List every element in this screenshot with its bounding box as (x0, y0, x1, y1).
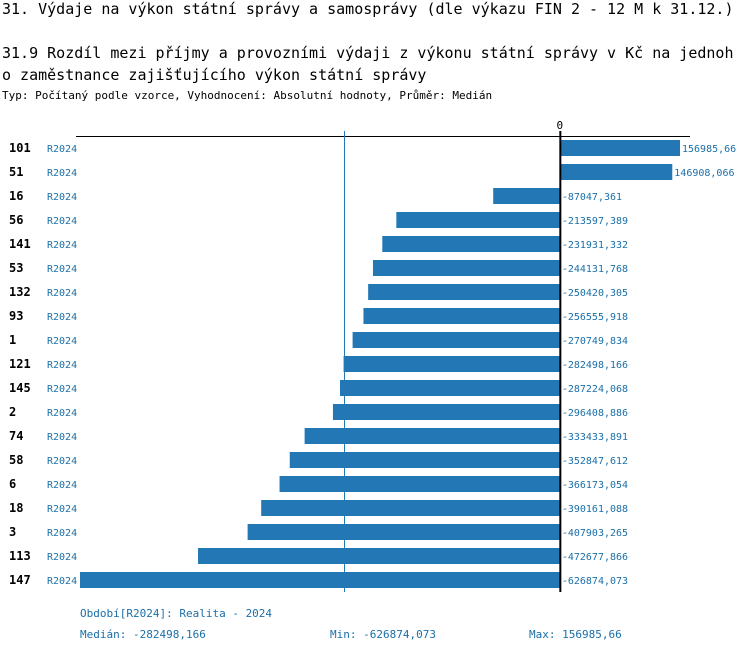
category-label: 58 (9, 453, 23, 467)
bar (339, 380, 560, 396)
category-label: 16 (9, 189, 23, 203)
category-label: 145 (9, 381, 31, 395)
value-label: -213597,389 (562, 216, 628, 227)
bar (352, 332, 560, 348)
series-label: R2024 (47, 408, 77, 419)
subtitle-line-2: o zaměstnance zajišťujícího výkon státní… (2, 66, 427, 84)
zero-tick-label: 0 (557, 119, 564, 132)
value-label: -231931,332 (562, 240, 628, 251)
category-label: 132 (9, 285, 31, 299)
footer-period: Období[R2024]: Realita - 2024 (80, 607, 273, 620)
bar (80, 572, 560, 588)
value-label: -333433,891 (562, 432, 628, 443)
bar (261, 500, 560, 516)
series-label: R2024 (47, 552, 77, 563)
bar (368, 284, 560, 300)
footer-max: Max: 156985,66 (529, 628, 622, 641)
category-label: 6 (9, 477, 16, 491)
series-label: R2024 (47, 216, 77, 227)
category-label: 147 (9, 573, 31, 587)
series-label: R2024 (47, 144, 77, 155)
bar (493, 188, 560, 204)
series-label: R2024 (47, 192, 77, 203)
bar (247, 524, 560, 540)
bar (396, 212, 560, 228)
series-label: R2024 (47, 384, 77, 395)
value-label: -352847,612 (562, 456, 628, 467)
bar (198, 548, 560, 564)
bar (559, 140, 680, 156)
value-label: -407903,265 (562, 528, 628, 539)
category-label: 1 (9, 333, 16, 347)
bar (372, 260, 560, 276)
series-label: R2024 (47, 456, 77, 467)
value-label: -250420,305 (562, 288, 628, 299)
series-label: R2024 (47, 264, 77, 275)
bar (289, 452, 560, 468)
series-label: R2024 (47, 480, 77, 491)
series-label: R2024 (47, 360, 77, 371)
category-label: 93 (9, 309, 23, 323)
category-label: 3 (9, 525, 16, 539)
bar (332, 404, 560, 420)
footer-median: Medián: -282498,166 (80, 628, 206, 641)
bar (559, 164, 673, 180)
chart-type-info: Typ: Počítaný podle vzorce, Vyhodnocení:… (2, 89, 493, 102)
value-label: -626874,073 (562, 576, 628, 587)
category-label: 113 (9, 549, 31, 563)
value-label: -244131,768 (562, 264, 628, 275)
bar (363, 308, 560, 324)
category-label: 74 (9, 429, 23, 443)
series-label: R2024 (47, 432, 77, 443)
series-label: R2024 (47, 528, 77, 539)
value-label: -282498,166 (562, 360, 628, 371)
value-label: -472677,866 (562, 552, 628, 563)
series-label: R2024 (47, 312, 77, 323)
category-label: 101 (9, 141, 31, 155)
category-label: 121 (9, 357, 31, 371)
value-label: -296408,886 (562, 408, 628, 419)
page-title: 31. Výdaje na výkon státní správy a samo… (2, 0, 734, 18)
bar (343, 356, 560, 372)
category-label: 18 (9, 501, 23, 515)
value-label: -256555,918 (562, 312, 628, 323)
series-label: R2024 (47, 168, 77, 179)
series-label: R2024 (47, 336, 77, 347)
subtitle-line-1: 31.9 Rozdíl mezi příjmy a provozními výd… (2, 44, 734, 62)
value-label: -87047,361 (562, 192, 622, 203)
value-label: -390161,088 (562, 504, 628, 515)
series-label: R2024 (47, 240, 77, 251)
bar (382, 236, 560, 252)
value-label: 156985,66 (682, 144, 736, 155)
category-label: 2 (9, 405, 16, 419)
value-label: -366173,054 (562, 480, 628, 491)
series-label: R2024 (47, 504, 77, 515)
category-label: 53 (9, 261, 23, 275)
category-label: 56 (9, 213, 23, 227)
series-label: R2024 (47, 576, 77, 587)
value-label: -287224,068 (562, 384, 628, 395)
series-label: R2024 (47, 288, 77, 299)
category-label: 51 (9, 165, 23, 179)
value-label: -270749,834 (562, 336, 628, 347)
footer-min: Min: -626874,073 (330, 628, 436, 641)
bar (279, 476, 560, 492)
category-label: 141 (9, 237, 31, 251)
value-label: 146908,066 (674, 168, 734, 179)
chart-subtitle: 31.9 Rozdíl mezi příjmy a provozními výd… (2, 42, 748, 86)
bar (304, 428, 560, 444)
